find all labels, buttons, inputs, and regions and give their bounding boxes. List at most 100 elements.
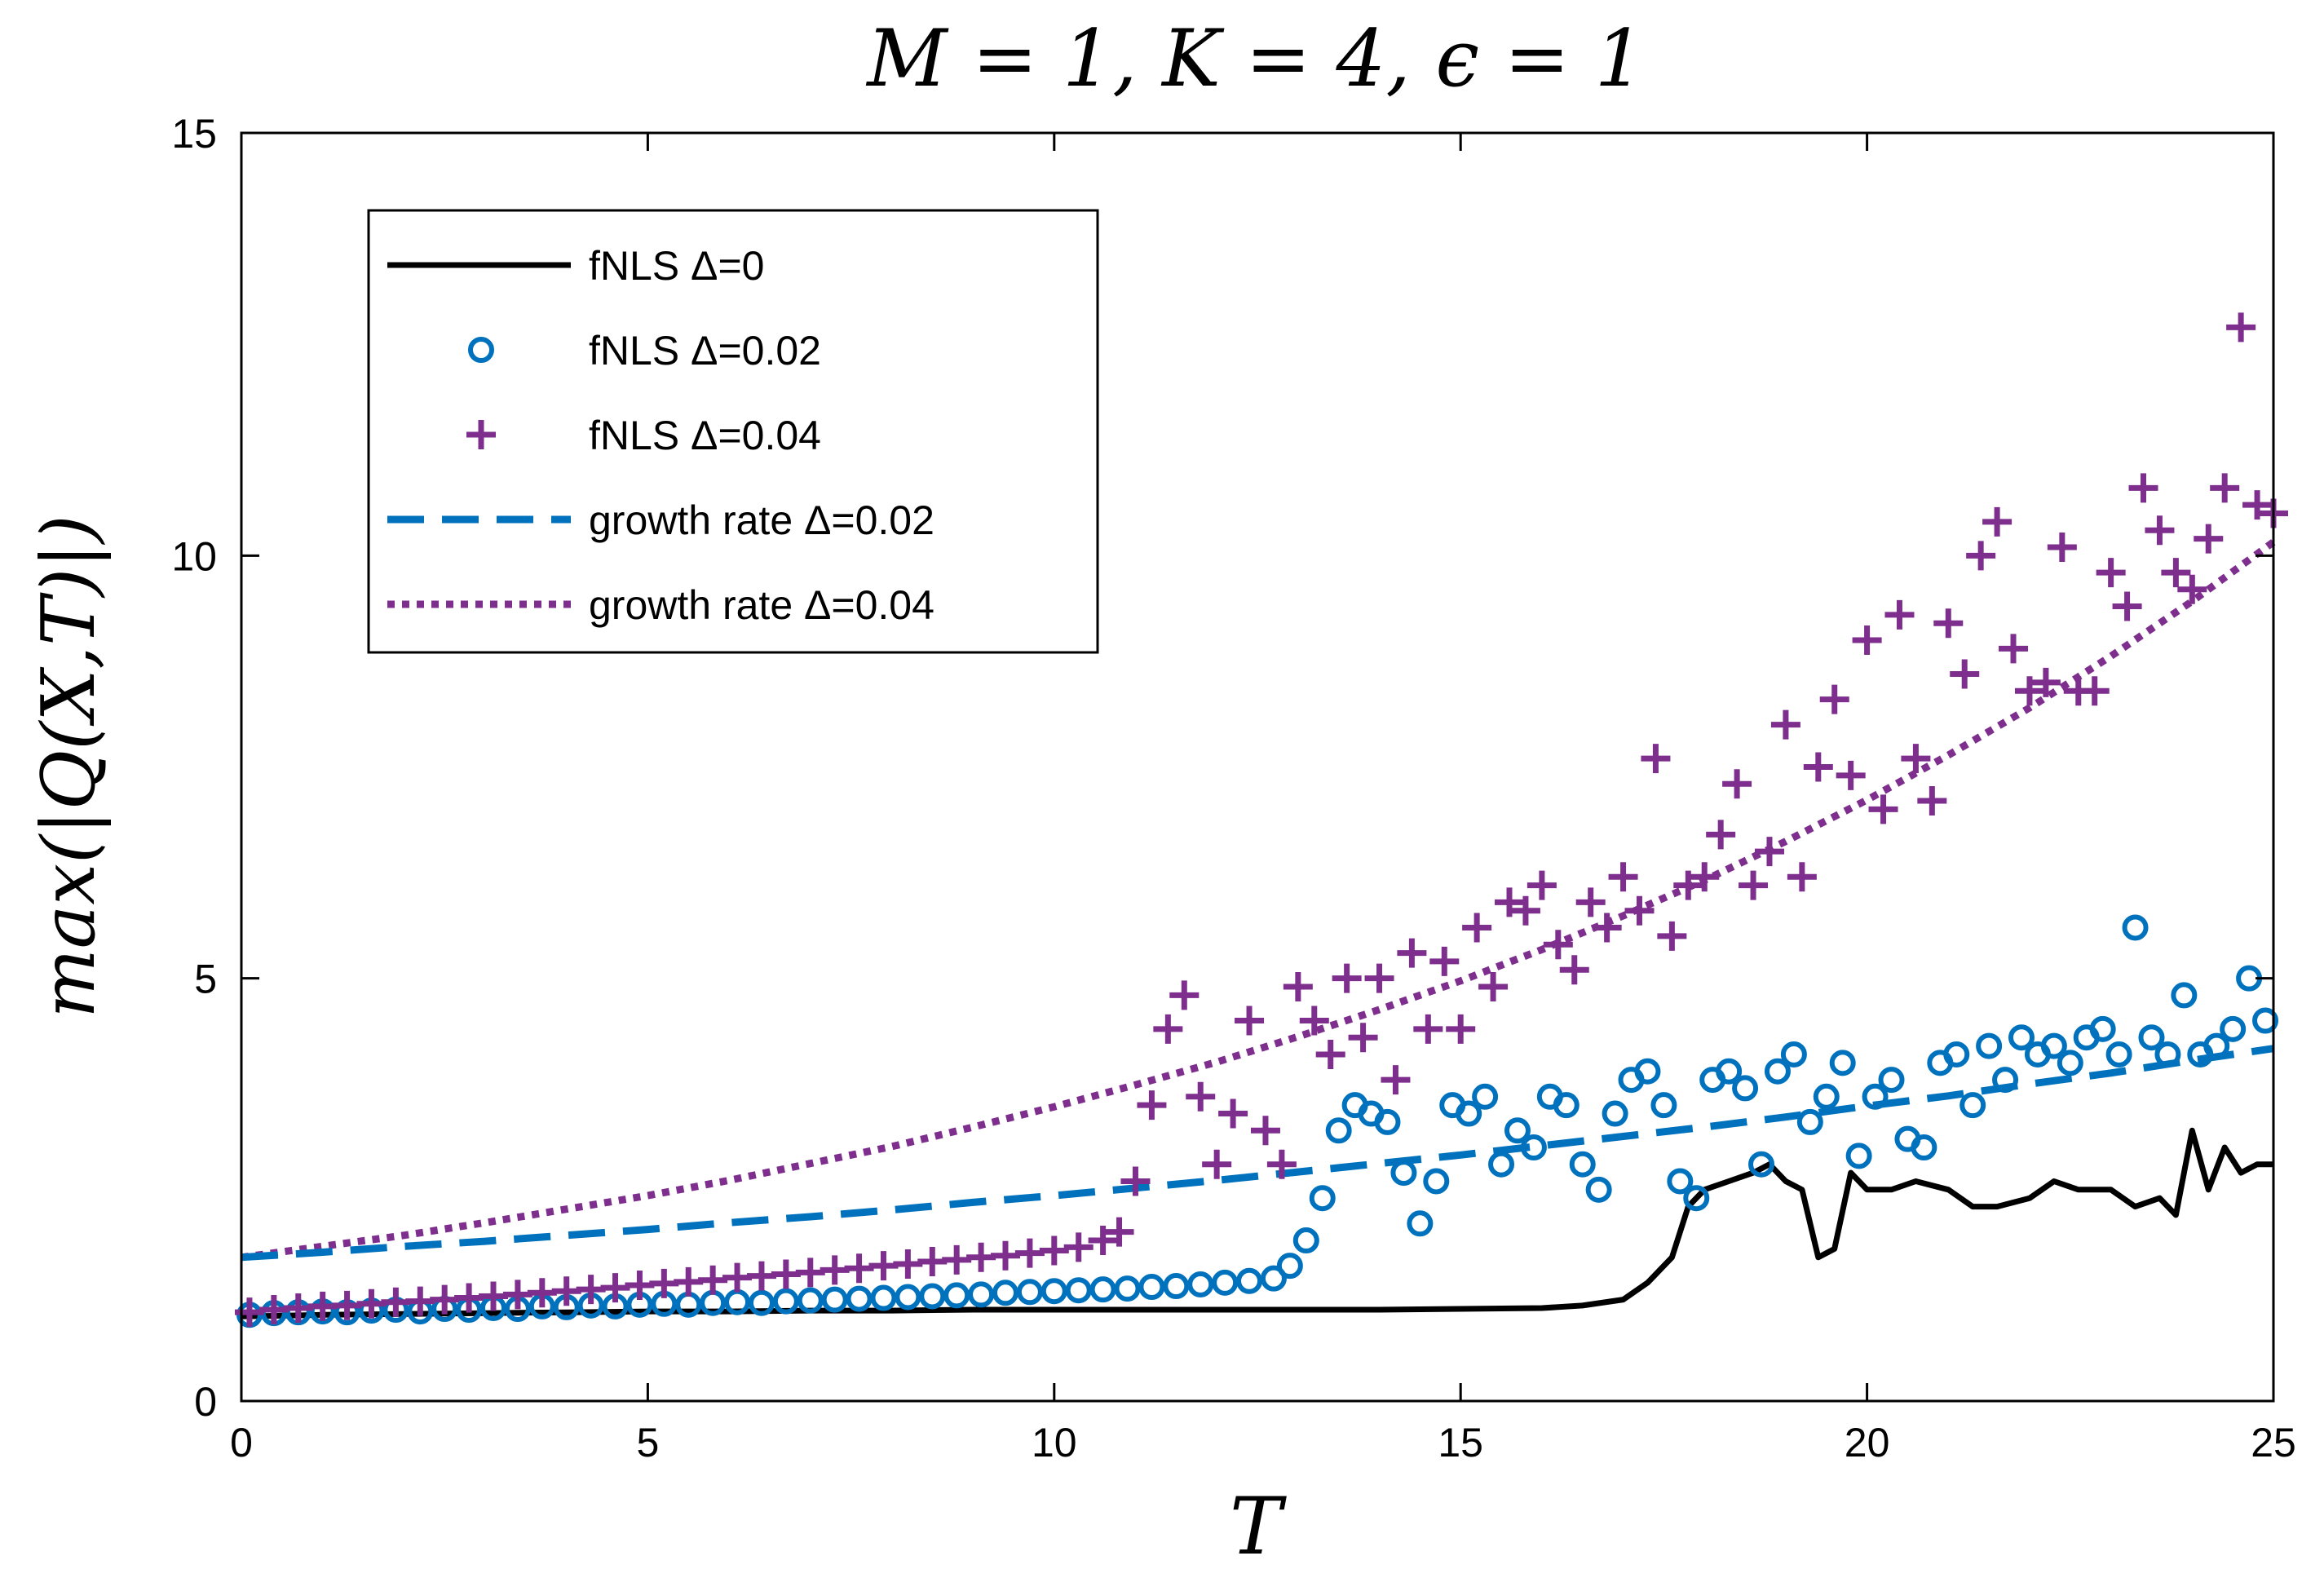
y-axis-label: max(|Q(X,T)|) [26,515,112,1018]
data-point-circle [1040,1278,1067,1305]
data-point-plus [1982,506,2013,537]
x-tick-label: 0 [230,1420,253,1465]
data-point-plus [1739,870,1769,900]
data-point-plus [2161,558,2191,588]
data-point-plus [1332,963,1362,993]
data-point-circle [1504,1117,1531,1144]
series-plus [234,312,2288,1328]
data-point-plus [1803,752,1833,782]
data-point-circle [2220,1015,2247,1042]
data-point-plus [1153,1014,1183,1044]
data-point-plus [1462,913,1492,943]
data-point-circle [943,1282,970,1309]
data-point-plus [1283,972,1313,1002]
data-point-plus [2079,676,2110,706]
data-point-circle [1276,1253,1303,1280]
y-tick-label: 5 [194,957,217,1002]
data-point-circle [1309,1185,1336,1212]
data-point-circle [1878,1067,1905,1094]
data-point-plus [1787,862,1817,892]
data-point-circle [2008,1024,2035,1051]
data-point-plus [1120,1166,1151,1196]
data-point-plus [1495,887,1525,917]
data-point-plus [1884,599,1915,630]
data-point-plus [1917,785,1947,816]
data-point-circle [1943,1041,1970,1067]
legend-item: fNLS Δ=0.04 [466,413,821,458]
legend: fNLS Δ=0 fNLS Δ=0.02 fNLS Δ=0.04 growth rat… [367,209,1099,654]
series-solid-line [241,1127,2273,1319]
data-point-plus [1250,1116,1280,1146]
data-point-plus [2177,574,2207,604]
data-point-plus [1999,634,2029,664]
legend-label: growth rate Δ=0.04 [589,582,934,628]
data-point-plus [1104,1217,1134,1247]
data-point-circle [1374,1108,1401,1135]
data-point-plus [1510,895,1540,926]
data-point-plus [1754,837,1784,867]
data-point-circle [1114,1275,1141,1302]
data-point-plus [1186,1081,1216,1112]
data-point-circle [1976,1032,2003,1059]
data-point-circle [1553,1092,1580,1119]
data-point-circle [1423,1168,1450,1195]
data-point-circle [1732,1075,1759,1102]
data-point-plus [1429,946,1460,976]
x-tick-label: 20 [1845,1420,1890,1465]
data-point-plus [1543,930,1573,960]
series-line [241,1045,2274,1262]
data-point-circle [1845,1143,1872,1169]
data-point-circle [1911,1134,1937,1160]
data-point-plus [1088,1226,1118,1256]
y-tick-label: 0 [194,1379,217,1425]
legend-label: fNLS Δ=0 [589,243,764,289]
data-point-plus [1950,659,1980,689]
data-point-circle [992,1280,1018,1306]
data-point-plus [2014,676,2044,706]
data-point-circle [1764,1058,1791,1085]
data-point-plus [1852,625,1882,655]
data-point-plus [1575,887,1606,917]
data-point-plus [1235,1006,1265,1036]
data-point-circle [1813,1083,1840,1110]
data-point-plus [1397,938,1427,968]
data-point-circle [1325,1117,1352,1144]
data-point-circle [1089,1276,1116,1303]
data-point-circle [1390,1160,1417,1187]
plot-area-frame [240,131,2275,1403]
x-tick-label: 15 [1438,1420,1483,1465]
series-layer [234,312,2288,1328]
data-point-circle [1748,1151,1775,1178]
data-point-plus [1657,921,1687,951]
legend-items: fNLS Δ=0 fNLS Δ=0.02 fNLS Δ=0.04 growth rat… [387,243,934,628]
data-point-circle [1236,1267,1263,1294]
data-point-plus [1364,963,1394,993]
data-point-plus [1673,870,1703,900]
data-point-circle [1187,1271,1214,1297]
data-point-plus [2112,591,2142,621]
data-point-plus [1592,913,1622,943]
data-point-circle [1138,1274,1165,1301]
data-point-circle [2057,1050,2083,1076]
y-tick-label: 10 [171,533,217,579]
data-point-circle [2089,1015,2116,1042]
data-point-plus [1169,980,1200,1010]
x-axis-label: T [1230,1481,1287,1572]
data-point-circle [772,1288,799,1315]
data-point-circle [797,1287,824,1314]
data-point-plus [1690,862,1720,892]
data-point-circle [821,1286,848,1313]
data-point-circle [2105,1041,2132,1067]
data-point-plus [1348,1023,1378,1053]
x-tick-label: 5 [636,1420,659,1465]
data-point-plus [1413,1014,1443,1044]
data-point-plus [2210,473,2240,503]
legend-label: fNLS Δ=0.04 [589,413,821,458]
legend-box [367,209,1099,654]
data-point-circle [1456,1100,1482,1127]
data-point-plus [1063,1232,1094,1262]
data-point-plus [1527,870,1557,900]
data-point-circle [1716,1058,1743,1085]
